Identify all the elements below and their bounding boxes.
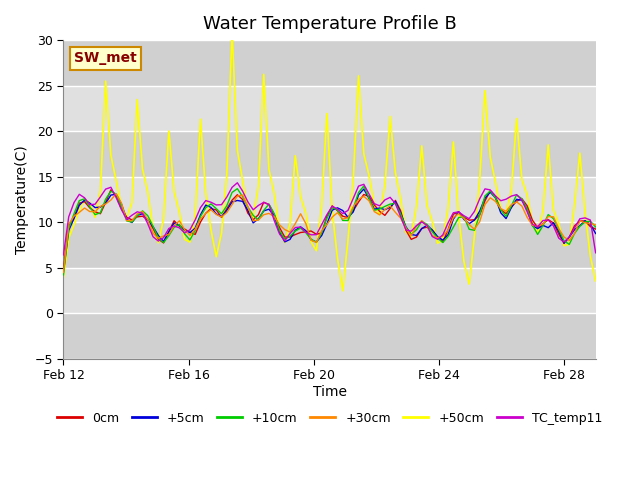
+30cm (481, 202, 489, 207)
+30cm (524, 215, 531, 220)
Legend: 0cm, +5cm, +10cm, +30cm, +50cm, TC_temp11: 0cm, +5cm, +10cm, +30cm, +50cm, TC_temp1… (52, 407, 607, 430)
+30cm (592, 222, 600, 228)
X-axis label: Time: Time (312, 385, 346, 399)
+30cm (307, 238, 315, 243)
0cm (60, 267, 67, 273)
Line: +10cm: +10cm (63, 186, 596, 275)
TC_temp11 (524, 209, 531, 215)
+10cm (592, 224, 600, 230)
0cm (307, 228, 315, 234)
0cm (524, 203, 531, 209)
Title: Water Temperature Profile B: Water Temperature Profile B (203, 15, 456, 33)
TC_temp11 (160, 235, 168, 240)
+50cm (529, 220, 536, 226)
+50cm (592, 278, 600, 284)
Bar (63, 222, 596, 268)
+5cm (302, 228, 310, 234)
TC_temp11 (175, 225, 183, 231)
Line: +30cm: +30cm (63, 193, 596, 273)
+10cm (481, 193, 489, 199)
Bar (63, 40, 596, 85)
+50cm (228, 28, 236, 34)
+10cm (524, 206, 531, 212)
0cm (107, 187, 115, 192)
TC_temp11 (307, 232, 315, 238)
Line: 0cm: 0cm (63, 190, 596, 270)
+5cm (524, 206, 531, 212)
+30cm (113, 191, 120, 196)
TC_temp11 (234, 180, 241, 186)
Line: +5cm: +5cm (63, 189, 596, 272)
+50cm (307, 239, 315, 245)
TC_temp11 (592, 250, 600, 256)
+5cm (439, 237, 447, 243)
+5cm (592, 230, 600, 236)
Y-axis label: Temperature(C): Temperature(C) (15, 145, 29, 254)
Line: +50cm: +50cm (63, 31, 596, 291)
Text: SW_met: SW_met (74, 51, 137, 65)
TC_temp11 (60, 252, 67, 258)
TC_temp11 (439, 232, 447, 238)
+10cm (160, 240, 168, 245)
+10cm (175, 222, 183, 228)
+5cm (175, 223, 183, 228)
Bar (63, 313, 596, 359)
+50cm (444, 205, 452, 211)
+10cm (60, 272, 67, 278)
0cm (181, 226, 189, 232)
0cm (481, 198, 489, 204)
+30cm (60, 270, 67, 276)
Line: TC_temp11: TC_temp11 (63, 183, 596, 255)
0cm (165, 229, 173, 235)
+50cm (175, 209, 183, 215)
+30cm (181, 227, 189, 233)
+50cm (60, 274, 67, 280)
+50cm (160, 216, 168, 222)
+30cm (439, 233, 447, 239)
+5cm (160, 239, 168, 244)
+5cm (60, 269, 67, 275)
+30cm (165, 231, 173, 237)
+10cm (360, 183, 367, 189)
+5cm (360, 186, 367, 192)
0cm (592, 226, 600, 232)
+50cm (339, 288, 347, 294)
+10cm (439, 240, 447, 245)
+10cm (302, 230, 310, 236)
TC_temp11 (481, 186, 489, 192)
+50cm (486, 154, 494, 160)
Bar (63, 131, 596, 177)
+5cm (481, 195, 489, 201)
0cm (439, 239, 447, 245)
